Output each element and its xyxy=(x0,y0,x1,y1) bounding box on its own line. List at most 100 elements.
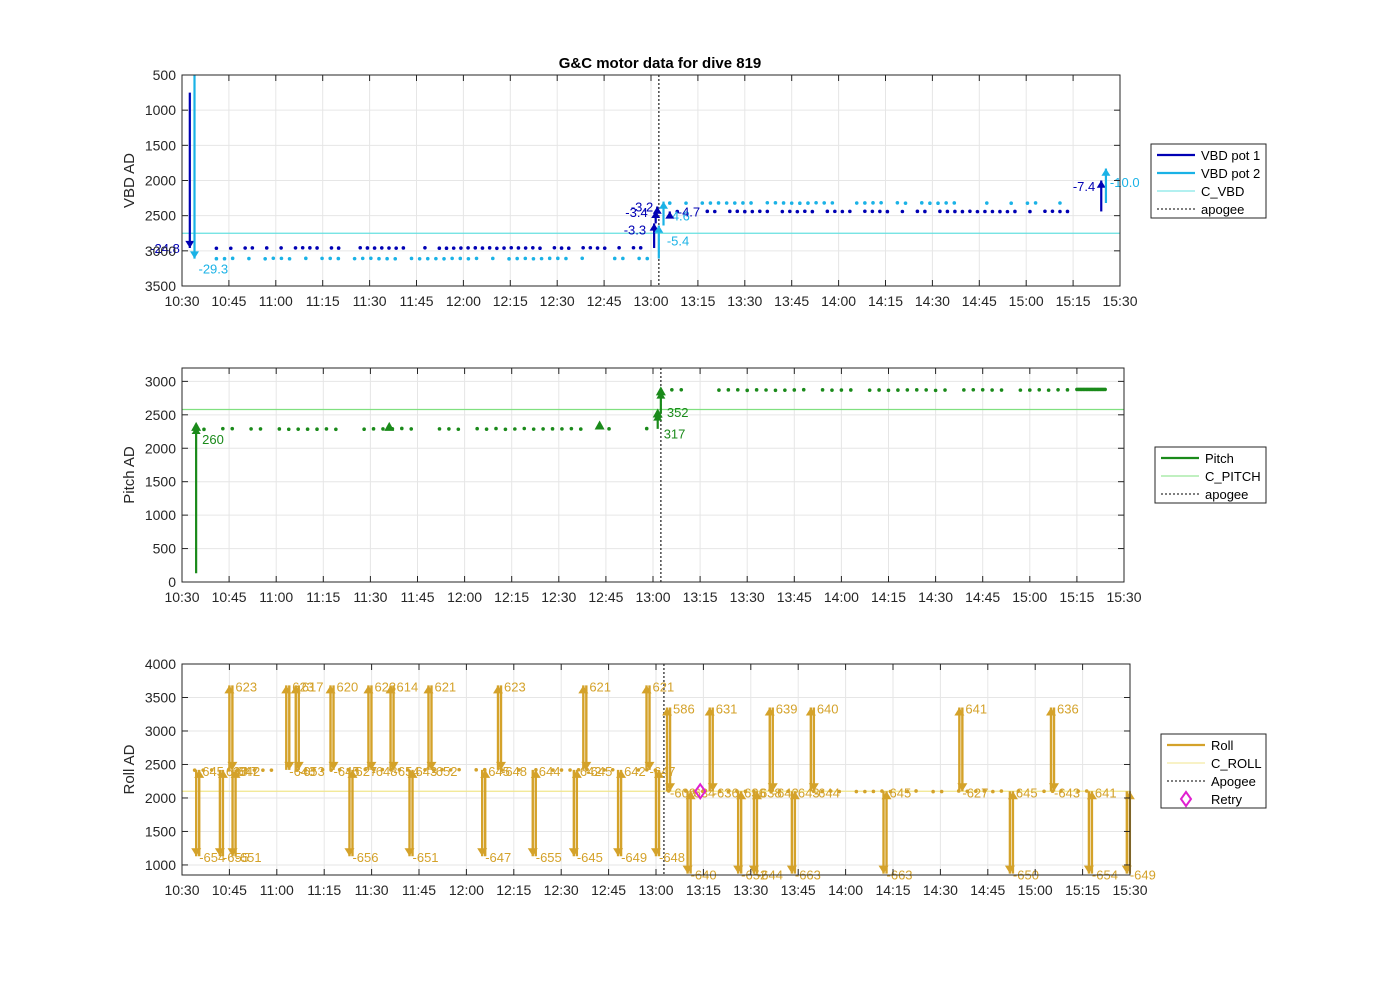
data-point xyxy=(1028,209,1032,214)
roll-arrowhead xyxy=(767,783,778,792)
data-point xyxy=(487,246,492,250)
data-point xyxy=(358,245,363,250)
data-point xyxy=(515,256,519,261)
x-tick-label: 12:30 xyxy=(544,882,579,898)
data-point xyxy=(539,256,544,261)
data-point xyxy=(840,209,845,214)
x-tick-label: 10:45 xyxy=(212,589,247,605)
data-point xyxy=(990,209,995,214)
data-point xyxy=(1084,789,1089,793)
data-point xyxy=(393,256,398,261)
y-tick-label: 2000 xyxy=(145,173,176,189)
data-point xyxy=(788,209,792,214)
data-point xyxy=(552,245,557,250)
data-point xyxy=(878,209,882,214)
data-point xyxy=(293,246,298,250)
move-label: -3.2 xyxy=(631,200,653,215)
roll-label-bottom: -636 xyxy=(713,785,739,800)
data-point xyxy=(474,256,479,261)
x-tick-label: 13:45 xyxy=(777,589,812,605)
data-point xyxy=(732,201,737,205)
move-label: -10.0 xyxy=(1110,175,1140,190)
data-point xyxy=(269,768,274,772)
data-point xyxy=(670,387,674,392)
roll-arrowhead xyxy=(224,685,235,694)
data-point xyxy=(1046,388,1051,392)
pitch-marker xyxy=(652,408,663,418)
data-point xyxy=(513,427,517,431)
data-point xyxy=(888,789,893,794)
data-point xyxy=(871,789,876,794)
data-point xyxy=(1065,209,1070,214)
data-point xyxy=(863,209,867,214)
y-tick-label: 2000 xyxy=(145,790,176,806)
x-tick-label: 15:30 xyxy=(1106,589,1141,605)
data-point xyxy=(780,209,785,214)
data-point xyxy=(315,246,319,250)
data-point xyxy=(337,767,342,772)
data-point xyxy=(933,388,938,393)
move-label: -29.3 xyxy=(199,261,229,276)
data-point xyxy=(437,427,442,431)
data-point xyxy=(271,256,276,261)
roll-label-top: 644 xyxy=(539,764,561,779)
data-point xyxy=(568,768,572,772)
roll-arrowhead xyxy=(194,769,205,778)
data-point xyxy=(644,426,649,431)
data-point xyxy=(202,427,206,432)
data-point xyxy=(795,209,800,214)
legend-entry: Retry xyxy=(1211,792,1243,807)
y-axis-label: Roll AD xyxy=(121,744,138,794)
y-tick-label: 3000 xyxy=(145,373,176,389)
data-point xyxy=(400,426,404,431)
x-tick-label: 13:30 xyxy=(730,589,765,605)
x-tick-label: 12:45 xyxy=(588,589,623,605)
data-point xyxy=(250,246,255,250)
data-point xyxy=(371,427,376,431)
roll-arrowhead xyxy=(1083,865,1094,874)
data-point xyxy=(230,256,235,261)
y-tick-label: 4000 xyxy=(145,656,176,672)
roll-label-top: 621 xyxy=(434,679,456,694)
roll-label-bottom: -655 xyxy=(536,850,562,865)
data-point xyxy=(825,209,830,214)
legend-entry: C_PITCH xyxy=(1205,469,1261,484)
roll-arrowhead xyxy=(496,761,506,770)
data-point xyxy=(631,245,636,250)
roll-arrowhead xyxy=(954,707,965,716)
legend-entry: Roll xyxy=(1211,738,1234,753)
roll-label-top: 636 xyxy=(1057,702,1079,717)
move-label: -7.4 xyxy=(1073,179,1095,194)
y-tick-label: 2500 xyxy=(145,208,176,224)
data-point xyxy=(1065,388,1070,392)
move-label: -3.3 xyxy=(624,223,646,238)
roll-arrowhead xyxy=(613,848,624,857)
data-point xyxy=(863,789,867,794)
data-point xyxy=(612,256,617,261)
data-point xyxy=(854,201,859,205)
roll-arrowhead xyxy=(385,685,396,694)
data-point xyxy=(870,209,875,214)
move-label: -24.8 xyxy=(150,241,180,256)
roll-arrowhead xyxy=(426,761,437,770)
data-point xyxy=(377,256,381,261)
roll-arrowhead xyxy=(641,685,652,694)
roll-arrowhead xyxy=(227,761,238,770)
roll-label-bottom: -647 xyxy=(485,850,511,865)
data-point xyxy=(484,427,489,431)
data-point xyxy=(1037,388,1042,392)
roll-arrowhead xyxy=(363,685,374,694)
data-point xyxy=(803,209,807,214)
data-point xyxy=(968,209,972,214)
roll-label-top: 621 xyxy=(653,679,675,694)
pitch-marker xyxy=(384,421,395,431)
data-point xyxy=(320,256,324,261)
move-arrowhead xyxy=(652,206,662,214)
data-point xyxy=(385,256,389,261)
move-arrowhead xyxy=(665,211,675,219)
data-point xyxy=(401,246,406,250)
data-point xyxy=(724,201,729,205)
data-point xyxy=(938,209,942,214)
data-point xyxy=(277,427,282,431)
